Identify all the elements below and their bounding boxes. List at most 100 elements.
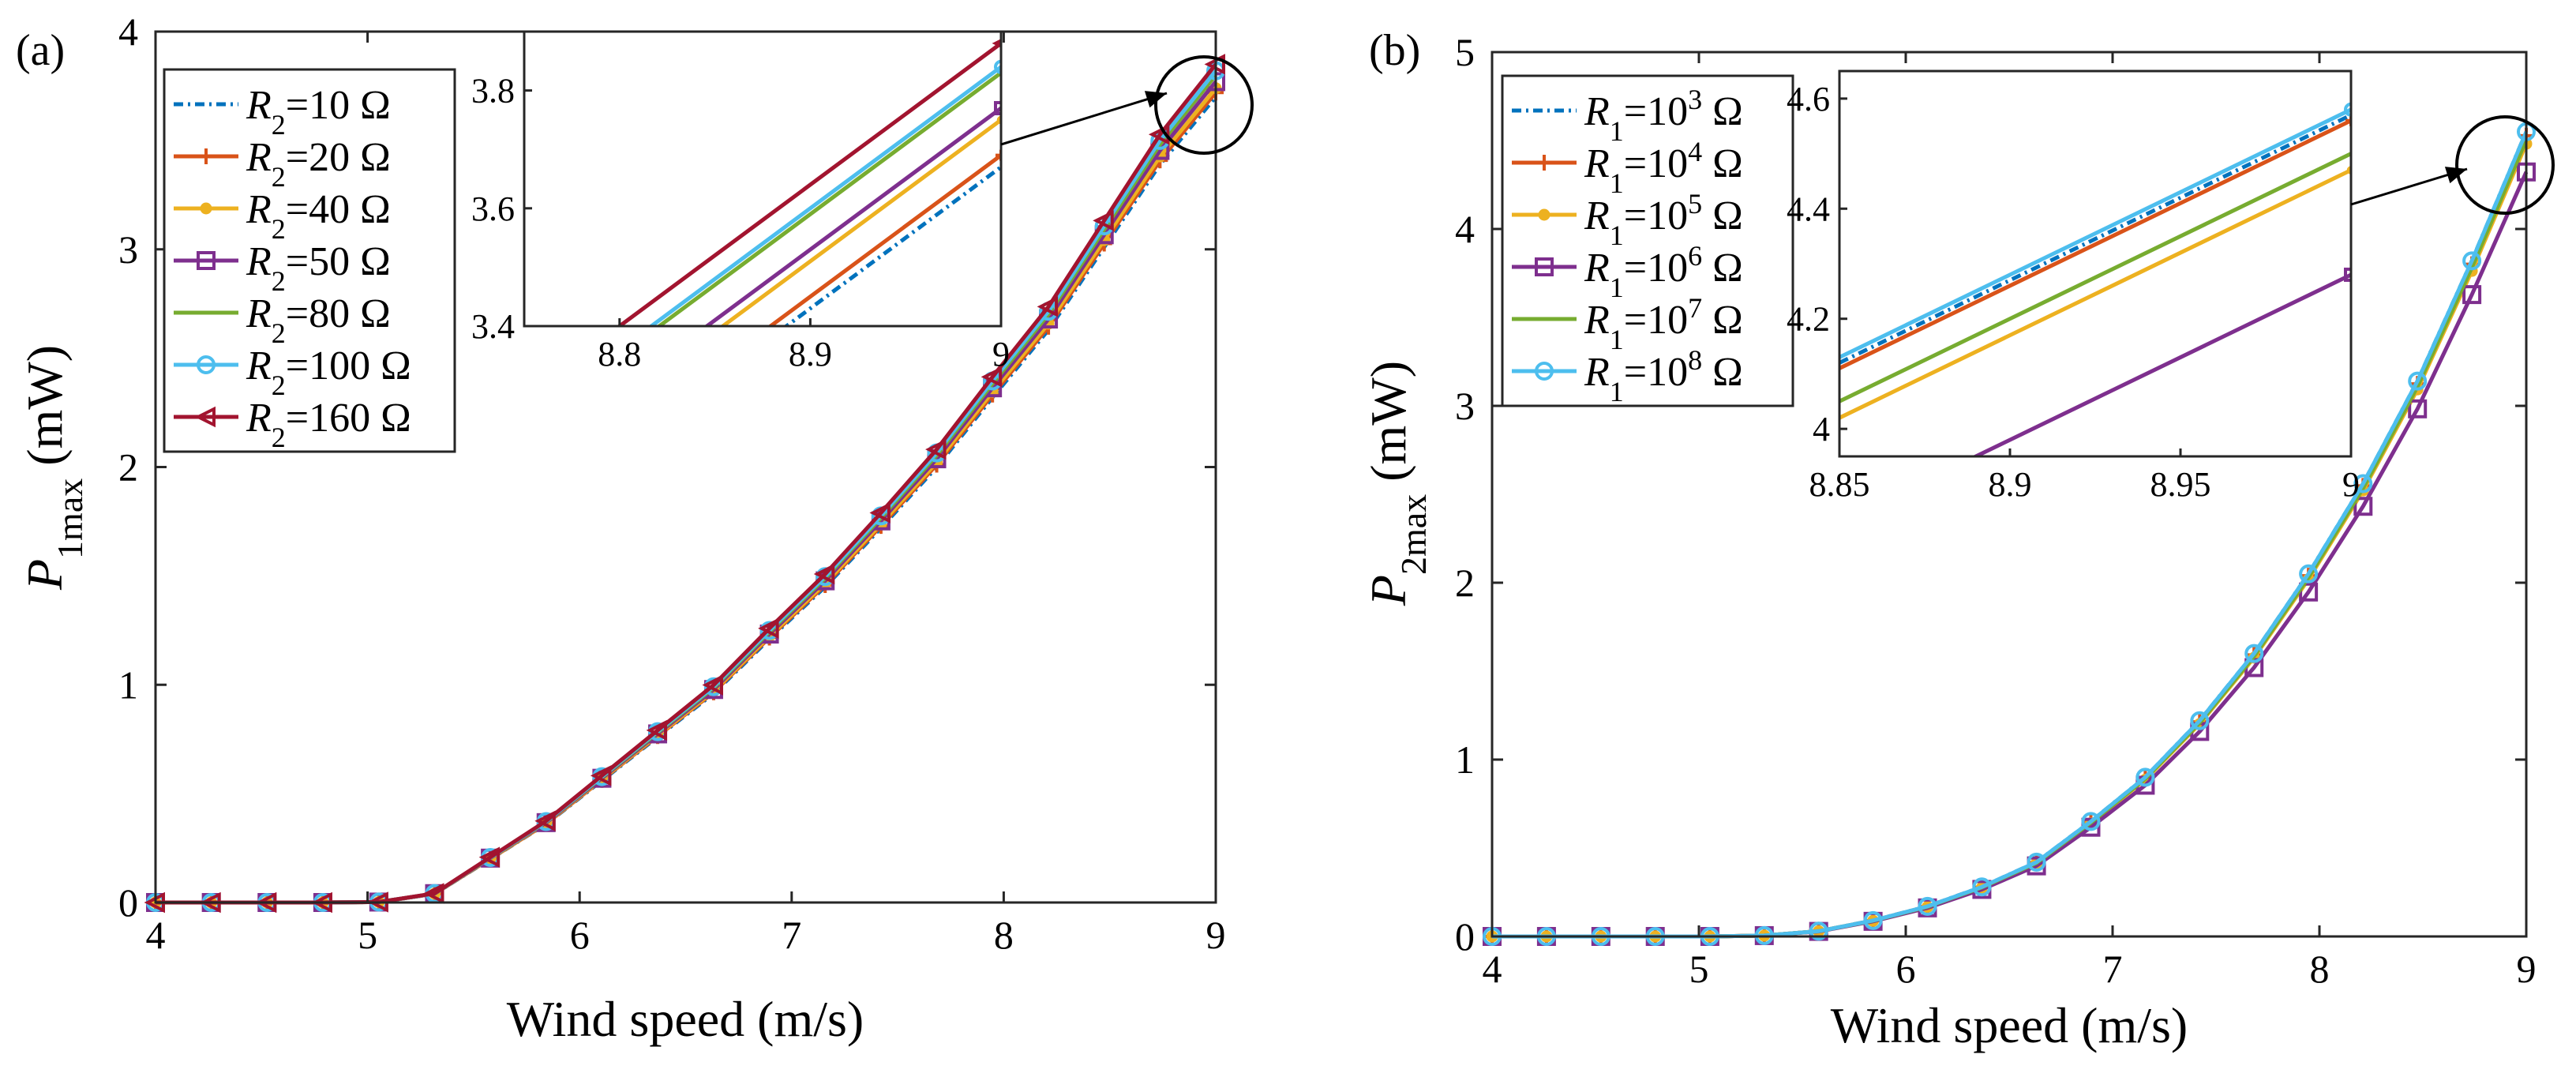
legend-marker-3 [1538, 208, 1550, 221]
zoom-circle [1154, 55, 1254, 155]
series-7-point [925, 438, 947, 460]
x-tick-label: 5 [358, 913, 377, 957]
series-6-point [2027, 852, 2046, 872]
legend-label-6: R2=100 Ω [246, 343, 411, 401]
inset-x-tick-label: 8.85 [1809, 465, 1870, 504]
legend-value: =80 Ω [286, 291, 391, 336]
zoom-arrow-head [1144, 91, 1167, 108]
y-tick-label: 2 [1455, 561, 1475, 605]
panel-a: (a) 4 5 6 7 8 9 0 1 2 3 4 Wind speed (m/s) P1max (mW)… [16, 9, 1254, 1047]
x-axis-label: Wind speed (m/s) [507, 991, 864, 1047]
legend-subscript: 2 [272, 265, 286, 297]
y-axis-label-unit: (mW) [17, 345, 73, 478]
legend-label-6: R1=108 Ω [1584, 344, 1743, 407]
series-6-point [1972, 877, 1992, 897]
legend-symbol: R [1584, 298, 1610, 343]
legend-label-5: R1=107 Ω [1584, 292, 1743, 355]
series-6-point [2081, 812, 2101, 831]
inset: 8.8 8.9 9 3.4 3.6 3.8 [471, 30, 1010, 373]
series-6-point [2135, 767, 2155, 787]
panel-b: (b) 4 5 6 7 8 9 0 1 2 3 4 5 Wind speed (m/s) P2max (mW… [1360, 26, 2555, 1053]
inset-series-line-4 [703, 106, 1001, 326]
y-tick-label: 4 [118, 9, 138, 54]
legend-marker-6 [1535, 362, 1554, 381]
inset-x-tick-label: 9 [992, 335, 1010, 373]
inset-frame [1838, 69, 2353, 458]
inset-series-line-5 [655, 71, 1001, 326]
legend-eq: =10 [1624, 298, 1688, 343]
inset-series-6-end-marker [2344, 102, 2351, 117]
series-7-point [1037, 296, 1059, 317]
series-7-point [813, 563, 835, 585]
y-axis-label: P2max (mW) [1360, 361, 1434, 606]
legend-unit: Ω [1702, 141, 1743, 186]
series-4-point [2353, 497, 2373, 516]
x-tick-label: 7 [782, 913, 801, 957]
legend-label-3: R1=105 Ω [1584, 188, 1743, 251]
x-tick-label: 7 [2103, 947, 2123, 991]
zoom-circle [2455, 115, 2555, 215]
legend-subscript: 1 [1610, 376, 1624, 407]
inset-lines [1839, 102, 2351, 456]
inset-y-tick-label: 4.6 [1787, 80, 1830, 118]
inset-series-line-2 [1839, 118, 2351, 370]
legend-marker-4 [197, 251, 216, 270]
legend-unit: Ω [1702, 350, 1743, 395]
inset-y-tick-label: 4.4 [1787, 190, 1830, 228]
legend-subscript: 2 [272, 109, 286, 141]
series-6-point [2244, 644, 2264, 663]
panel-label: (a) [16, 26, 65, 75]
y-axis-label-unit: (mW) [1360, 361, 1416, 494]
legend-symbol: R [246, 83, 272, 128]
x-tick-label: 6 [1896, 947, 1916, 991]
inset-series-line-1 [783, 165, 1001, 326]
series-7-point [1148, 124, 1170, 145]
series-6-point [2408, 371, 2428, 391]
legend-marker-2 [1536, 155, 1552, 171]
legend-symbol: R [246, 291, 272, 336]
legend-eq: =10 [1624, 193, 1688, 238]
inset-series-line-1 [1839, 113, 2351, 365]
inset-y-tick-label: 3.4 [471, 307, 515, 346]
legend-unit: Ω [1702, 246, 1743, 291]
legend-label-4: R1=106 Ω [1584, 240, 1743, 303]
legend-eq: =10 [1624, 141, 1688, 186]
series-7-point [590, 765, 612, 786]
y-tick-label: 2 [118, 445, 138, 490]
legend-value: =100 Ω [286, 343, 411, 388]
legend-power: 4 [1688, 136, 1702, 167]
inset-series-6-end-marker [994, 59, 1001, 74]
series-7-point [981, 366, 1003, 388]
series-6-point [1809, 921, 1828, 941]
legend-subscript: 2 [272, 213, 286, 245]
legend-subscript: 1 [1610, 324, 1624, 355]
legend-power: 7 [1688, 292, 1702, 324]
y-tick-label: 3 [1455, 384, 1475, 428]
inset-y-tick-label: 4 [1813, 410, 1830, 448]
series-6-point [2190, 711, 2210, 730]
y-tick-label: 1 [118, 662, 138, 707]
legend-subscript: 2 [272, 370, 286, 401]
legend-subscript: 2 [272, 161, 286, 193]
legend-value: =50 Ω [286, 239, 391, 284]
series-7-point [758, 617, 779, 640]
x-tick-label: 6 [570, 913, 590, 957]
x-tick-label: 8 [2310, 947, 2330, 991]
inset-series-line-7 [616, 41, 1001, 326]
inset-x-tick-label: 8.9 [1989, 465, 2032, 504]
legend-power: 8 [1688, 344, 1702, 376]
x-tick-label: 9 [1206, 913, 1226, 957]
y-axis-label-symbol: P [17, 559, 73, 591]
inset-series-2-end-marker [996, 149, 1001, 161]
series-7-point [702, 674, 723, 696]
inset-x-tick-label: 8.95 [2150, 465, 2211, 504]
legend-symbol: R [246, 396, 272, 441]
legend-label-1: R2=10 Ω [246, 83, 391, 141]
x-tick-label: 4 [1483, 947, 1502, 991]
series-4-point [2408, 399, 2428, 418]
legend-label-5: R2=80 Ω [246, 291, 391, 349]
legend-label-4: R2=50 Ω [246, 239, 391, 297]
x-tick-label: 4 [146, 913, 166, 957]
plot-frame [1490, 51, 2528, 938]
legend-label-7: R2=160 Ω [246, 396, 411, 453]
